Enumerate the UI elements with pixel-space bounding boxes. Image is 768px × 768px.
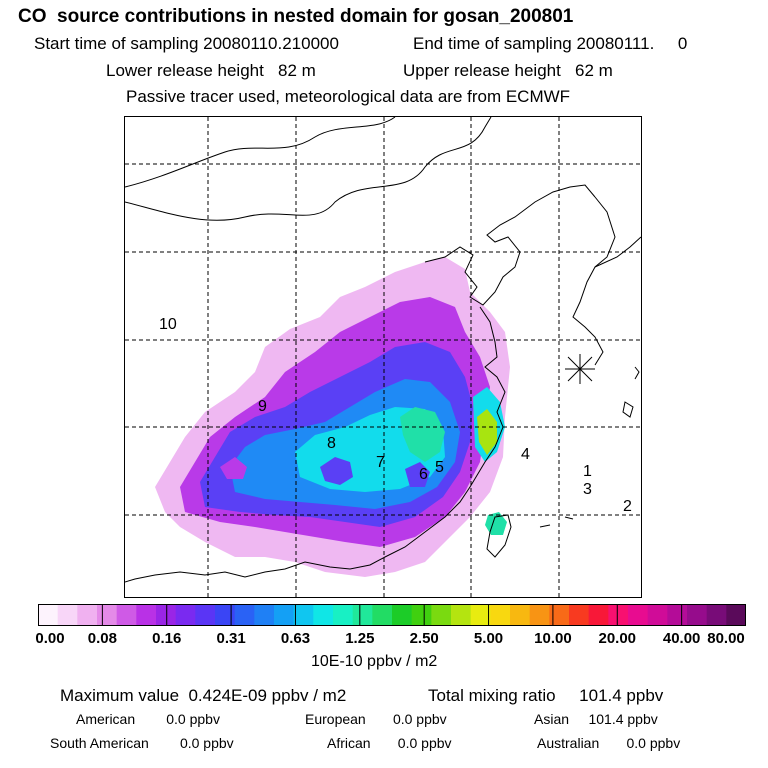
colorbar-swatch — [490, 604, 511, 626]
lower-release-height: Lower release height 82 m — [106, 61, 316, 80]
colorbar-swatch — [136, 604, 157, 626]
maximum-value: Maximum value 0.424E-09 ppbv / m2 — [60, 686, 347, 705]
region-label-1: 1 — [583, 463, 592, 480]
total-mixing-ratio: Total mixing ratio 101.4 ppbv — [428, 686, 664, 705]
colorbar-swatch — [116, 604, 137, 626]
region-label-10: 10 — [159, 316, 177, 333]
region-label-9: 9 — [258, 398, 267, 415]
colorbar-swatch — [411, 604, 432, 626]
colorbar-swatch — [706, 604, 727, 626]
colorbar-swatch — [156, 604, 177, 626]
colorbar-swatch — [77, 604, 98, 626]
colorbar-tick-label: 1.25 — [345, 630, 375, 647]
tracer-info-line: Passive tracer used, meteorological data… — [126, 87, 571, 106]
african-contribution: African 0.0 ppbv — [327, 735, 452, 751]
region-label-2: 2 — [623, 498, 632, 515]
emission-plume — [155, 257, 510, 577]
american-contribution: American 0.0 ppbv — [76, 711, 220, 727]
lat-lon-grid — [125, 117, 641, 597]
region-label-3: 3 — [583, 481, 592, 498]
colorbar-swatch — [588, 604, 609, 626]
map-title: CO source contributions in nested domain… — [18, 6, 574, 27]
colorbar-swatch — [647, 604, 668, 626]
south-american-contribution: South American 0.0 ppbv — [50, 735, 234, 751]
colorbar-frame — [38, 604, 746, 626]
colorbar-tick-label: 20.00 — [598, 630, 637, 647]
colorbar-swatch — [274, 604, 295, 626]
colorbar-swatch — [549, 604, 570, 626]
colorbar-swatch — [451, 604, 472, 626]
colorbar-tick-label: 0.00 — [35, 630, 65, 647]
region-label-5: 5 — [435, 459, 444, 476]
colorbar-swatch — [234, 604, 255, 626]
colorbar-swatch — [667, 604, 688, 626]
end-time-label: End time of sampling 20080111. 0 — [413, 34, 688, 53]
colorbar-swatch — [392, 604, 413, 626]
colorbar-swatch — [293, 604, 314, 626]
colorbar-swatch — [215, 604, 236, 626]
colorbar-swatch — [529, 604, 550, 626]
colorbar-tick-label: 0.31 — [216, 630, 246, 647]
australian-contribution: Australian 0.0 ppbv — [537, 735, 681, 751]
colorbar-swatch — [470, 604, 491, 626]
colorbar-swatch — [608, 604, 629, 626]
colorbar-tick-label: 0.16 — [152, 630, 182, 647]
colorbar-swatch — [254, 604, 275, 626]
colorbar-swatch — [313, 604, 334, 626]
region-label-4: 4 — [521, 446, 530, 463]
colorbar-swatch — [195, 604, 216, 626]
colorbar-swatch — [352, 604, 373, 626]
colorbar-swatch — [431, 604, 452, 626]
colorbar — [38, 604, 746, 626]
region-label-8: 8 — [327, 435, 336, 452]
european-contribution: European 0.0 ppbv — [305, 711, 447, 727]
colorbar-swatch — [569, 604, 590, 626]
colorbar-swatch — [97, 604, 118, 626]
colorbar-tick-label: 80.00 — [707, 630, 745, 647]
colorbar-swatch — [510, 604, 531, 626]
region-label-6: 6 — [419, 466, 428, 483]
colorbar-tick-label: 2.50 — [409, 630, 439, 647]
colorbar-units: 10E-10 ppbv / m2 — [311, 653, 438, 670]
colorbar-swatch — [726, 604, 746, 626]
colorbar-swatch — [687, 604, 708, 626]
colorbar-tick-label: 0.08 — [87, 630, 117, 647]
map-panel: 1 2 3 4 5 6 7 8 9 10 — [124, 116, 642, 598]
colorbar-swatch — [372, 604, 393, 626]
colorbar-tick-label: 10.00 — [534, 630, 572, 647]
start-time-label: Start time of sampling 20080110.210000 — [34, 34, 339, 53]
colorbar-swatch — [38, 604, 59, 626]
colorbar-swatch — [333, 604, 354, 626]
receptor-marker — [565, 354, 595, 384]
colorbar-swatch — [628, 604, 649, 626]
colorbar-swatch — [175, 604, 196, 626]
asian-contribution: Asian 101.4 ppbv — [534, 711, 658, 727]
colorbar-swatch — [57, 604, 78, 626]
map-canvas — [125, 117, 641, 597]
region-label-7: 7 — [376, 454, 385, 471]
colorbar-tick-label: 5.00 — [473, 630, 504, 647]
colorbar-tick-label: 0.63 — [280, 630, 311, 647]
colorbar-tick-label: 40.00 — [662, 630, 701, 647]
upper-release-height: Upper release height 62 m — [403, 61, 613, 80]
